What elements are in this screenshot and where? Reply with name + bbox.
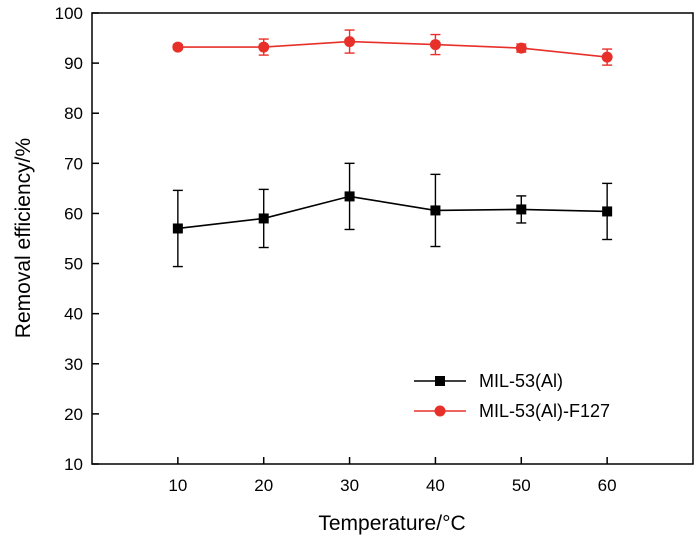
data-point	[602, 206, 613, 217]
x-tick-label: 20	[254, 476, 273, 495]
data-point	[172, 223, 183, 234]
data-point	[430, 205, 441, 216]
x-axis: 10 20 30 40 50 60	[168, 457, 617, 495]
y-tick-label: 90	[64, 54, 83, 73]
plot-frame	[91, 12, 694, 465]
data-point	[516, 204, 527, 215]
x-tick-label: 30	[340, 476, 359, 495]
y-axis: 10 20 30 40 50 60 70 80 90 100	[55, 4, 99, 474]
data-point	[515, 42, 527, 54]
x-axis-title: Temperature/°C	[318, 512, 465, 535]
y-tick-label: 50	[64, 255, 83, 274]
y-tick-label: 70	[64, 154, 83, 173]
legend-label: MIL-53(Al)-F127	[479, 401, 610, 421]
series-line	[177, 195, 608, 230]
series-line	[177, 40, 608, 58]
y-tick-label: 80	[64, 104, 83, 123]
legend-marker	[434, 405, 446, 417]
y-tick-label: 30	[64, 355, 83, 374]
series-2	[172, 29, 613, 66]
y-tick-label: 40	[64, 305, 83, 324]
y-tick-label: 100	[55, 4, 83, 23]
data-point	[172, 41, 184, 53]
x-tick-label: 10	[168, 476, 187, 495]
series-1	[172, 162, 613, 268]
series-layer	[172, 29, 613, 268]
x-tick-label: 40	[426, 476, 445, 495]
data-point	[429, 39, 441, 51]
data-point	[258, 41, 270, 53]
legend: MIL-53(Al) MIL-53(Al)-F127	[414, 371, 610, 421]
x-tick-label: 60	[598, 476, 617, 495]
data-point	[344, 191, 355, 202]
y-tick-label: 60	[64, 204, 83, 223]
y-axis-title: Removal efficiency/%	[12, 138, 35, 338]
x-tick-label: 50	[512, 476, 531, 495]
data-point	[344, 36, 356, 48]
y-tick-label: 10	[64, 455, 83, 474]
legend-label: MIL-53(Al)	[479, 371, 563, 391]
data-point	[258, 213, 269, 224]
legend-marker	[435, 376, 445, 386]
data-point	[601, 51, 613, 63]
y-tick-label: 20	[64, 405, 83, 424]
